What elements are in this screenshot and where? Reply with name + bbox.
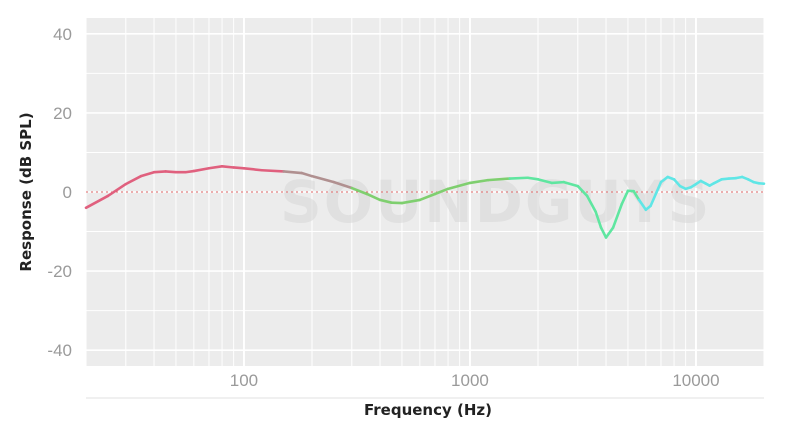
curve-segment bbox=[526, 176, 540, 181]
y-axis-label: Response (dB SPL) bbox=[17, 112, 35, 271]
curve-segment bbox=[486, 177, 512, 182]
curve-segment bbox=[508, 176, 529, 180]
curve-segment bbox=[659, 175, 670, 184]
curve-segment bbox=[192, 166, 211, 173]
curve-segment bbox=[594, 210, 603, 229]
curve-segment bbox=[649, 190, 658, 208]
curve-segment bbox=[378, 198, 393, 204]
y-tick-label: 40 bbox=[53, 25, 72, 44]
curve-segment bbox=[300, 171, 314, 178]
curve-segment bbox=[620, 189, 630, 206]
curve-segment bbox=[106, 182, 128, 198]
curve-segment bbox=[350, 186, 369, 196]
x-tick-label: 10000 bbox=[672, 371, 719, 390]
curve-segment bbox=[332, 180, 354, 190]
curve-segment bbox=[400, 198, 422, 205]
curve-segment bbox=[84, 194, 110, 210]
y-tick-label: -20 bbox=[47, 262, 72, 281]
x-axis-ticks: 100 1000 10000 bbox=[86, 371, 764, 399]
curve-segment bbox=[124, 174, 143, 186]
curve-segment bbox=[611, 202, 624, 229]
curve-segment bbox=[282, 170, 303, 175]
curve-segment bbox=[585, 194, 597, 214]
curve-segment bbox=[655, 180, 663, 194]
curve-segment bbox=[310, 174, 336, 184]
y-axis-ticks: 40 20 0 -20 -40 bbox=[47, 25, 72, 360]
curve-segment bbox=[562, 180, 580, 188]
curve-segment bbox=[672, 178, 682, 188]
curve-segment bbox=[242, 166, 264, 172]
x-tick-label: 100 bbox=[230, 371, 258, 390]
curve-segment bbox=[207, 164, 224, 170]
watermark-text: SOUNDGUYS bbox=[280, 168, 711, 236]
curve-segment bbox=[536, 178, 554, 185]
curve-segment bbox=[599, 226, 608, 239]
curve-segment bbox=[260, 168, 286, 173]
curve-segment bbox=[418, 192, 437, 202]
curve-segment bbox=[365, 192, 382, 202]
y-tick-label: 20 bbox=[53, 104, 72, 123]
curve-segment bbox=[433, 187, 450, 196]
y-tick-label: -40 bbox=[47, 341, 72, 360]
curve-segment bbox=[468, 178, 490, 185]
curve-segment bbox=[637, 198, 648, 212]
curve-segment bbox=[232, 166, 246, 170]
x-tick-label: 1000 bbox=[451, 371, 489, 390]
curve-segment bbox=[220, 164, 235, 169]
response-curve bbox=[84, 164, 766, 239]
curve-segment bbox=[183, 169, 196, 174]
curve-segment bbox=[139, 170, 156, 178]
curve-segment bbox=[712, 178, 724, 185]
curve-segment bbox=[446, 181, 472, 191]
y-tick-label: 0 bbox=[63, 183, 72, 202]
curve-segment bbox=[164, 170, 178, 174]
curve-segment bbox=[550, 180, 566, 185]
curve-segment bbox=[576, 184, 589, 198]
curve-segment bbox=[632, 189, 641, 202]
curve-segment bbox=[152, 170, 167, 174]
curve-segment bbox=[604, 226, 615, 239]
x-axis-label: Frequency (Hz) bbox=[364, 401, 492, 419]
